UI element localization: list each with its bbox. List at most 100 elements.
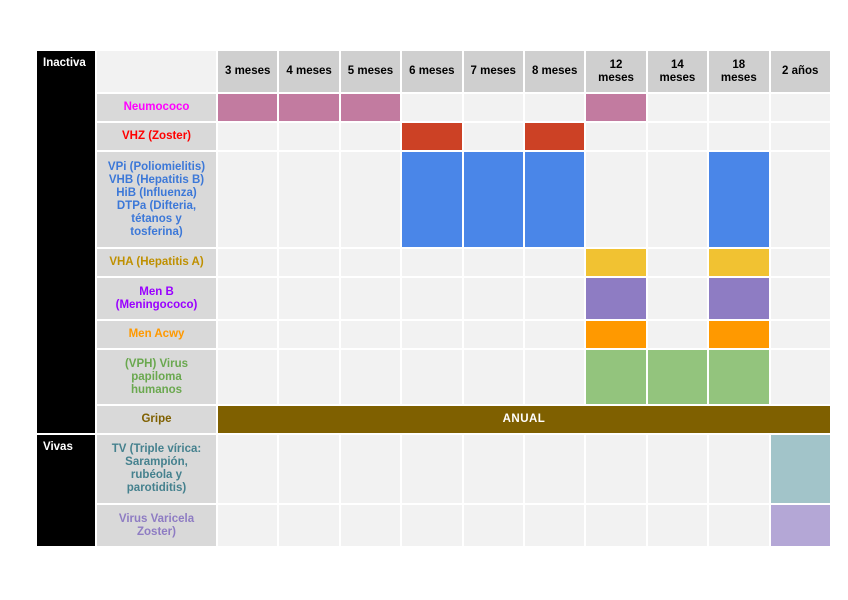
empty-cell <box>279 505 339 546</box>
empty-cell <box>218 249 278 276</box>
vaccine-label: Men Acwy <box>97 321 216 348</box>
column-header: 3 meses <box>218 51 278 92</box>
empty-cell <box>524 435 585 503</box>
empty-cell <box>770 278 830 319</box>
dose-cell <box>709 350 769 404</box>
empty-cell <box>218 152 278 247</box>
anual-bar: ANUAL <box>218 406 830 433</box>
header-corner <box>97 51 216 92</box>
empty-cell <box>218 123 278 150</box>
empty-cell <box>524 321 585 348</box>
vaccine-label: (VPH) Virus papiloma humanos <box>97 350 216 404</box>
empty-cell <box>340 505 401 546</box>
empty-cell <box>770 94 830 121</box>
empty-cell <box>279 435 339 503</box>
empty-cell <box>402 94 462 121</box>
vaccination-schedule-table: Inactiva Vivas 3 meses 4 meses 5 meses 6 mese… <box>37 51 830 546</box>
empty-cell <box>340 123 401 150</box>
empty-cell <box>586 123 646 150</box>
dose-cell <box>709 249 769 276</box>
empty-cell <box>340 321 401 348</box>
vaccine-label: VHA (Hepatitis A) <box>97 249 216 276</box>
empty-cell <box>647 249 708 276</box>
empty-cell <box>463 435 523 503</box>
empty-cell <box>279 278 339 319</box>
dose-cell <box>709 152 769 247</box>
column-header: 14 meses <box>647 51 708 92</box>
empty-cell <box>647 152 708 247</box>
empty-cell <box>586 435 646 503</box>
empty-cell <box>647 435 708 503</box>
dose-cell <box>340 94 401 121</box>
empty-cell <box>218 321 278 348</box>
empty-cell <box>340 435 401 503</box>
column-header: 2 años <box>770 51 830 92</box>
empty-cell <box>647 321 708 348</box>
empty-cell <box>586 505 646 546</box>
dose-cell <box>586 94 646 121</box>
empty-cell <box>279 350 339 404</box>
group-label-vivas: Vivas <box>37 435 95 546</box>
column-header: 4 meses <box>279 51 339 92</box>
empty-cell <box>279 321 339 348</box>
empty-cell <box>647 123 708 150</box>
empty-cell <box>463 123 523 150</box>
empty-cell <box>647 278 708 319</box>
dose-cell <box>647 350 708 404</box>
column-header: 7 meses <box>463 51 523 92</box>
empty-cell <box>770 152 830 247</box>
vaccine-label: VPi (Poliomielitis) VHB (Hepatitis B) HiB … <box>97 152 216 247</box>
empty-cell <box>218 505 278 546</box>
empty-cell <box>402 350 462 404</box>
dose-cell <box>770 505 830 546</box>
dose-cell <box>279 94 339 121</box>
empty-cell <box>463 350 523 404</box>
empty-cell <box>463 94 523 121</box>
dose-cell <box>586 249 646 276</box>
empty-cell <box>463 321 523 348</box>
empty-cell <box>524 350 585 404</box>
empty-cell <box>709 435 769 503</box>
empty-cell <box>402 321 462 348</box>
empty-cell <box>770 321 830 348</box>
empty-cell <box>463 249 523 276</box>
empty-cell <box>402 435 462 503</box>
empty-cell <box>524 505 585 546</box>
vaccine-label: Men B (Meningococo) <box>97 278 216 319</box>
empty-cell <box>524 94 585 121</box>
column-header: 8 meses <box>524 51 585 92</box>
dose-cell <box>586 278 646 319</box>
empty-cell <box>647 505 708 546</box>
column-header: 5 meses <box>340 51 401 92</box>
vaccine-label: Virus Varicela Zoster) <box>97 505 216 546</box>
empty-cell <box>770 249 830 276</box>
empty-cell <box>463 505 523 546</box>
empty-cell <box>709 123 769 150</box>
empty-cell <box>524 278 585 319</box>
empty-cell <box>770 350 830 404</box>
dose-cell <box>709 278 769 319</box>
dose-cell <box>524 123 585 150</box>
empty-cell <box>340 350 401 404</box>
dose-cell <box>524 152 585 247</box>
dose-cell <box>402 152 462 247</box>
column-header: 6 meses <box>402 51 462 92</box>
dose-cell <box>402 123 462 150</box>
dose-cell <box>709 321 769 348</box>
dose-cell <box>770 435 830 503</box>
empty-cell <box>340 249 401 276</box>
vaccine-label: VHZ (Zoster) <box>97 123 216 150</box>
dose-cell <box>586 321 646 348</box>
empty-cell <box>218 278 278 319</box>
empty-cell <box>279 249 339 276</box>
empty-cell <box>709 94 769 121</box>
column-header: 12 meses <box>586 51 646 92</box>
empty-cell <box>524 249 585 276</box>
group-label-inactiva: Inactiva <box>37 51 95 433</box>
empty-cell <box>402 505 462 546</box>
empty-cell <box>340 152 401 247</box>
empty-cell <box>647 94 708 121</box>
empty-cell <box>279 152 339 247</box>
empty-cell <box>279 123 339 150</box>
dose-cell <box>463 152 523 247</box>
